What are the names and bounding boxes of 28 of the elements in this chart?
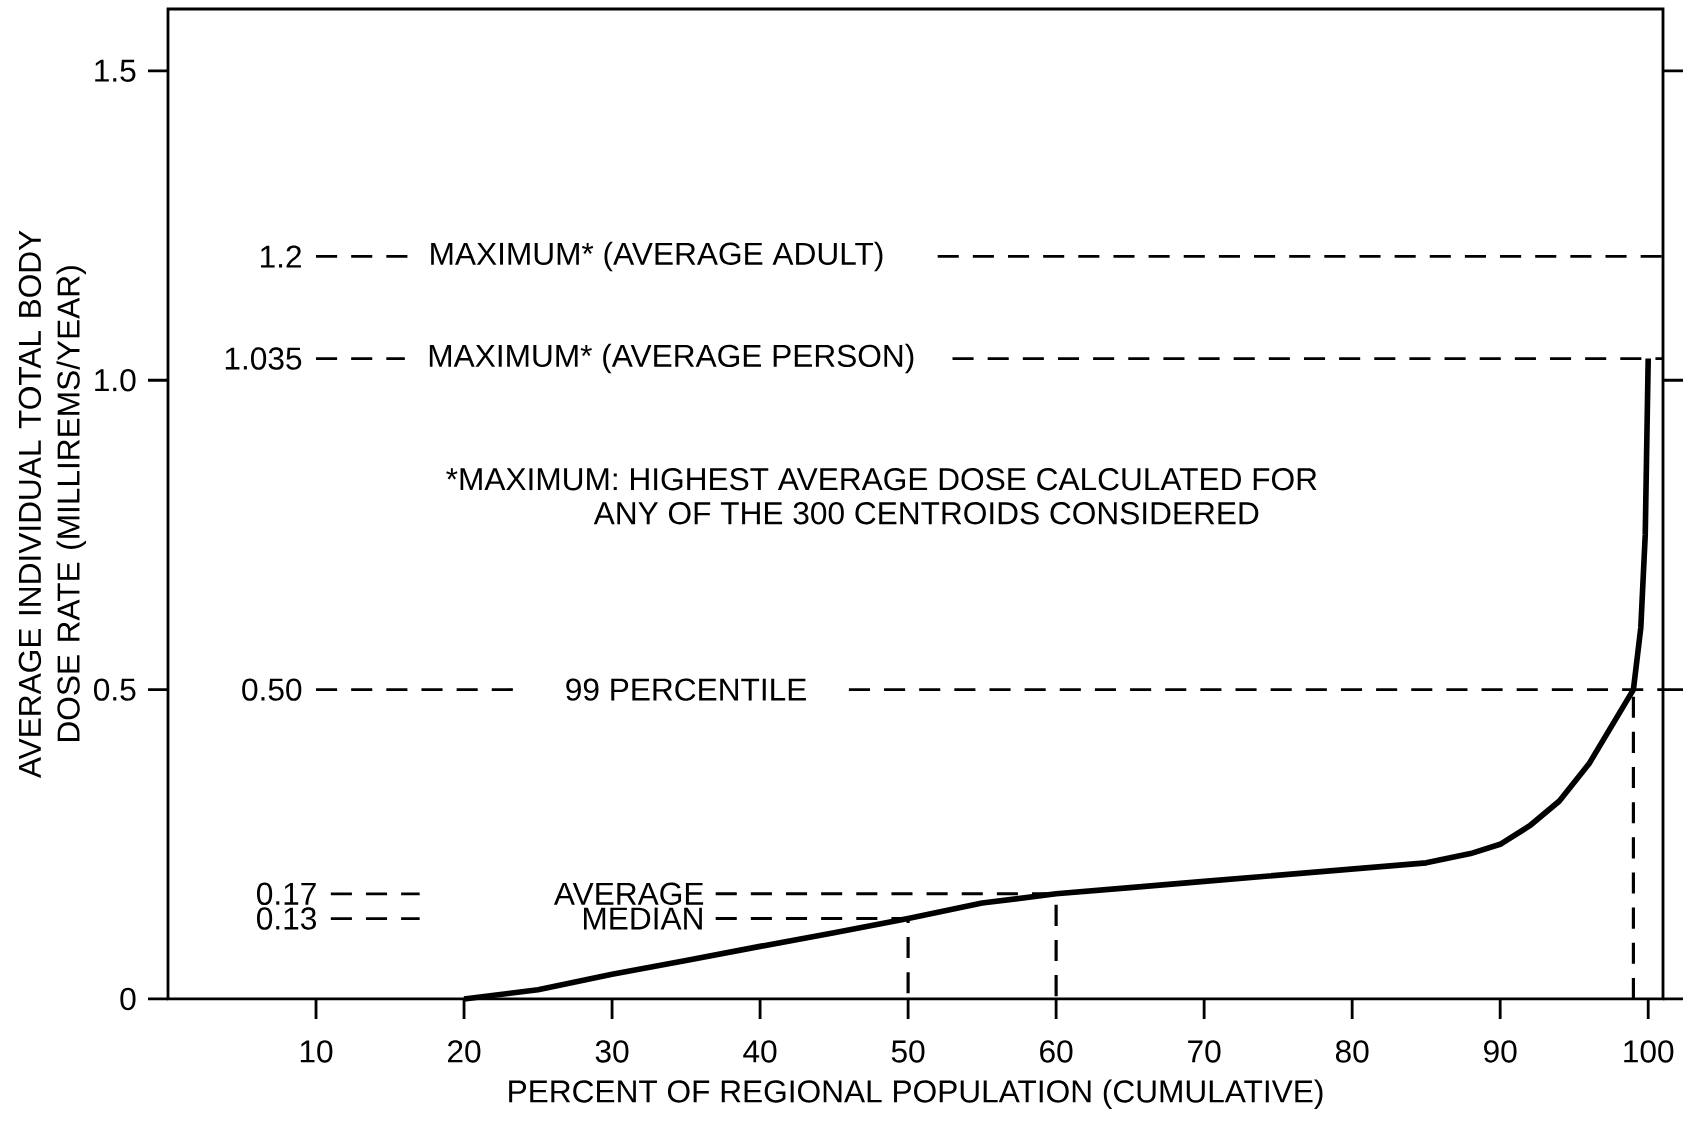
ref-line-label: MAXIMUM* (AVERAGE PERSON) (429, 343, 914, 374)
ref-line-label: 0.13 (257, 907, 316, 930)
annotation: *MAXIMUM: HIGHEST AVERAGE DOSE CALCULATED FOR (446, 468, 1317, 491)
ref-line-label: 99 PERCENTILE (566, 678, 806, 701)
x-tick-label: 20 (448, 1040, 481, 1063)
ref-line-label: 0.17 (257, 882, 316, 906)
x-tick-label: 40 (743, 1040, 777, 1063)
x-tick-label: 30 (595, 1040, 629, 1063)
x-tick-label: 10 (300, 1040, 333, 1063)
series-label: MEDIAN (584, 907, 702, 930)
annotation: 0.50 (242, 678, 302, 701)
x-tick-label: 70 (1188, 1040, 1221, 1063)
x-tick-label: 80 (1335, 1040, 1369, 1063)
y-tick-label: 0 (120, 987, 136, 1011)
annotation: 1.2 (261, 245, 301, 268)
annotation: 1.035 (225, 347, 302, 370)
y-axis-title: AVERAGE INDIVIDUAL TOTAL BODY DOSE RATE (MILLIREMS/YEAR) (18, 230, 86, 779)
x-tick-label: 90 (1484, 1040, 1517, 1063)
x-tick-label: 100 (1624, 1040, 1674, 1063)
ref-line-label: MAXIMUM* (AVERAGE ADULT) (431, 241, 883, 272)
x-axis-title: PERCENT OF REGIONAL POPULATION (CUMULATIVE) (509, 1079, 1323, 1109)
y-tick-label: 1.5 (95, 59, 136, 82)
series-label: AVERAGE (553, 882, 704, 906)
annotation: ANY OF THE 300 CENTROIDS CONSIDERED (593, 502, 1259, 525)
x-tick-label: 50 (891, 1040, 925, 1063)
y-tick-label: 0.5 (94, 678, 136, 701)
x-tick-label: 60 (1040, 1040, 1073, 1063)
y-tick-label: 1.0 (95, 369, 136, 392)
